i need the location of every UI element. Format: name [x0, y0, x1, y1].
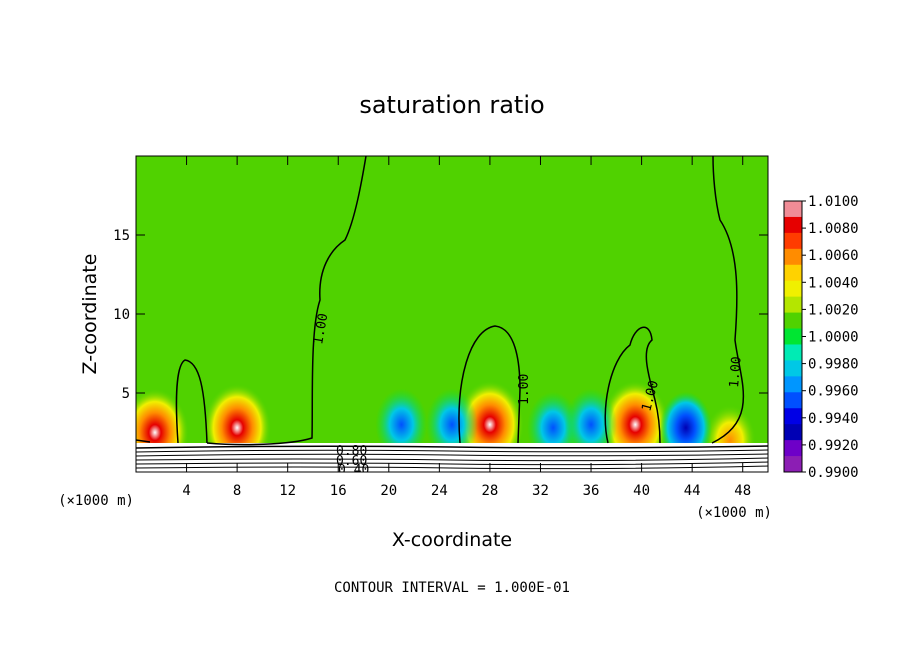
colorbar-label: 1.0020 [808, 302, 859, 318]
colorbar-swatch [784, 328, 802, 345]
x-tick-label: 20 [380, 483, 397, 499]
colorbar-label: 1.0000 [808, 330, 859, 346]
contour-label: 0.60 [336, 454, 367, 469]
x-tick-label: 24 [431, 483, 448, 499]
x-tick-label: 44 [684, 483, 701, 499]
colorbar-swatch [784, 201, 802, 218]
y-tick-label: 10 [113, 307, 130, 323]
field-feature [375, 388, 428, 461]
chart-title: saturation ratio [359, 91, 544, 119]
y-tick-label: 15 [113, 228, 130, 244]
x-tick-label: 12 [279, 483, 296, 499]
x-tick-label: 8 [233, 483, 241, 499]
x-tick-label: 36 [583, 483, 600, 499]
lower-contour-band [136, 443, 768, 472]
colorbar: 1.0100 1.0080 1.0060 1.0040 1.0020 1.0000 0.99… [783, 194, 859, 481]
colorbar-label: 0.9900 [808, 465, 859, 481]
field-feature [565, 388, 618, 461]
x-tick-label: 40 [633, 483, 650, 499]
colorbar-swatch [784, 408, 802, 425]
x-axis-label: X-coordinate [392, 529, 512, 551]
colorbar-swatch [784, 296, 802, 314]
contour-interval-note: CONTOUR INTERVAL = 1.000E-01 [334, 580, 570, 596]
y-axis: 5 10 15 [113, 228, 768, 402]
colorbar-label: 0.9920 [808, 438, 859, 454]
contour-label: 1.00 [727, 356, 745, 389]
colorbar-swatch [784, 312, 802, 330]
colorbar-swatch [784, 440, 802, 457]
colorbar-swatch [784, 456, 802, 473]
colorbar-swatch [784, 360, 802, 377]
x-tick-label: 4 [182, 483, 190, 499]
x-tick-label: 28 [481, 483, 498, 499]
plot-area: 1.00 1.00 1.00 1.00 0.80 0.60 0.40 [136, 156, 768, 478]
x-unit-left: (×1000 m) [58, 493, 134, 509]
x-tick-label: 16 [330, 483, 347, 499]
x-tick-label: 32 [532, 483, 549, 499]
contour-label: 1.00 [311, 312, 331, 345]
colorbar-label: 0.9960 [808, 384, 859, 400]
colorbar-swatch [784, 280, 802, 298]
colorbar-swatch [784, 376, 802, 393]
contour-label: 0.40 [338, 463, 369, 478]
colorbar-swatch [784, 232, 802, 250]
x-tick-label: 48 [734, 483, 751, 499]
colorbar-label: 0.9940 [808, 411, 859, 427]
colorbar-swatch [784, 264, 802, 282]
colorbar-label: 0.9980 [808, 357, 859, 373]
contour-1-00 [136, 156, 745, 446]
contour-label: 0.80 [336, 444, 367, 459]
colorbar-label: 1.0080 [808, 221, 859, 237]
colorbar-swatch [784, 248, 802, 266]
colorbar-label: 1.0060 [808, 248, 859, 264]
contour-label: 1.00 [517, 374, 532, 405]
colorbar-swatch [784, 424, 802, 441]
colorbar-label: 1.0100 [808, 194, 859, 210]
y-axis-label: Z-coordinate [79, 254, 101, 375]
colorbar-swatch [784, 216, 802, 234]
x-axis: 4 8 12 16 20 24 28 32 36 40 44 48 [182, 156, 751, 499]
colorbar-label: 1.0040 [808, 275, 859, 291]
colorbar-swatch [784, 344, 802, 361]
x-unit-right: (×1000 m) [696, 505, 772, 521]
field-feature [426, 388, 478, 461]
y-tick-label: 5 [122, 386, 130, 402]
colorbar-swatch [784, 392, 802, 409]
